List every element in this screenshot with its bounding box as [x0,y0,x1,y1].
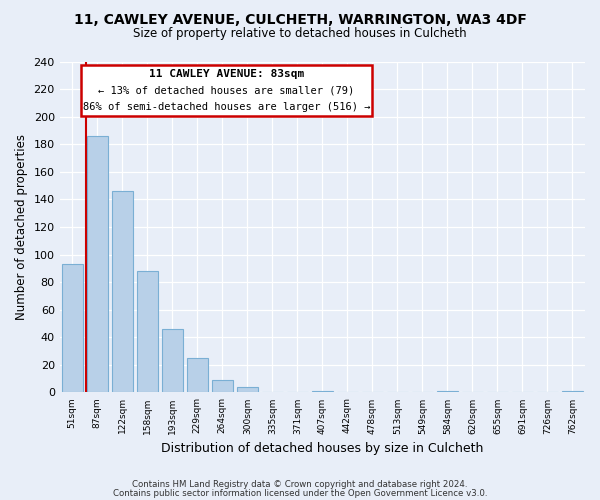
Bar [137,271,158,392]
Bar [86,136,108,392]
Bar [236,387,258,392]
Bar [161,329,183,392]
Text: 86% of semi-detached houses are larger (516) →: 86% of semi-detached houses are larger (… [83,102,370,112]
Bar [62,264,83,392]
Text: Contains public sector information licensed under the Open Government Licence v3: Contains public sector information licen… [113,488,487,498]
Text: ← 13% of detached houses are smaller (79): ← 13% of detached houses are smaller (79… [98,86,355,96]
Bar [437,391,458,392]
Bar [112,191,133,392]
Bar [212,380,233,392]
Bar [312,391,333,392]
Text: 11 CAWLEY AVENUE: 83sqm: 11 CAWLEY AVENUE: 83sqm [149,69,304,79]
Bar [562,391,583,392]
FancyBboxPatch shape [80,65,372,116]
Bar [187,358,208,392]
Text: Size of property relative to detached houses in Culcheth: Size of property relative to detached ho… [133,28,467,40]
Y-axis label: Number of detached properties: Number of detached properties [15,134,28,320]
Text: 11, CAWLEY AVENUE, CULCHETH, WARRINGTON, WA3 4DF: 11, CAWLEY AVENUE, CULCHETH, WARRINGTON,… [74,12,526,26]
Text: Contains HM Land Registry data © Crown copyright and database right 2024.: Contains HM Land Registry data © Crown c… [132,480,468,489]
X-axis label: Distribution of detached houses by size in Culcheth: Distribution of detached houses by size … [161,442,484,455]
